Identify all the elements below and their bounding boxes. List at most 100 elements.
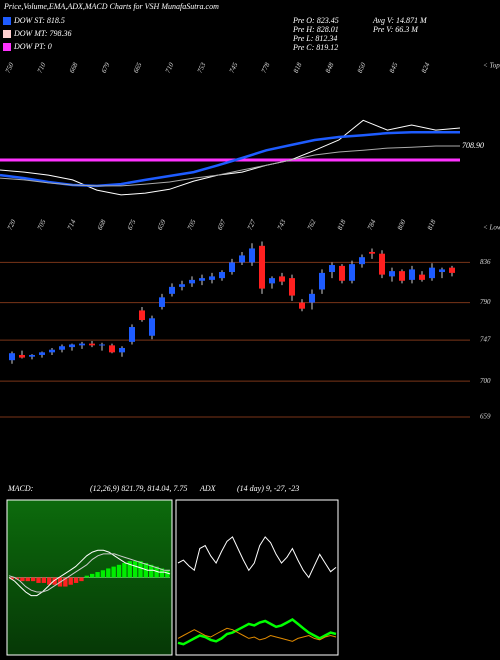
histogram-bar xyxy=(68,577,73,585)
histogram-bar xyxy=(149,564,154,578)
candle-body xyxy=(89,343,95,346)
y-tick-label: 659 xyxy=(480,413,491,421)
legend-label: DOW ST: 818.5 xyxy=(13,16,65,25)
histogram-bar xyxy=(41,577,47,583)
candle-body xyxy=(329,265,335,273)
candle-body xyxy=(429,267,435,279)
top-value: 750 xyxy=(4,61,16,74)
stat: Pre L: 812.34 xyxy=(292,34,337,43)
candle-body xyxy=(439,269,445,273)
candle-body xyxy=(109,345,115,353)
candle-body xyxy=(319,272,325,290)
candle-body xyxy=(139,310,145,321)
stat: Pre V: 66.3 M xyxy=(372,25,419,34)
annotation: 708.90 xyxy=(462,141,484,150)
top-value: 848 xyxy=(324,61,336,74)
legend-label: DOW PT: 0 xyxy=(13,42,52,51)
top-value: 778 xyxy=(260,61,272,74)
series-line xyxy=(177,536,337,579)
stat: Pre C: 819.12 xyxy=(292,43,338,52)
candle-body xyxy=(269,278,275,284)
histogram-bar xyxy=(84,575,89,578)
candle-body xyxy=(359,257,365,265)
candle-body xyxy=(349,264,355,281)
candle-body xyxy=(289,278,295,296)
legend-label: DOW MT: 798.36 xyxy=(13,29,72,38)
panel-subtitle: (14 day) 9, -27, -23 xyxy=(237,484,299,493)
histogram-bar xyxy=(106,568,111,578)
top-value: 745 xyxy=(228,61,240,74)
low-value: 714 xyxy=(66,218,78,231)
low-value: 697 xyxy=(216,218,228,231)
top-value: 818 xyxy=(292,61,304,74)
stat: Pre O: 823.45 xyxy=(292,16,339,25)
histogram-bar xyxy=(79,577,84,582)
candle-body xyxy=(39,352,45,355)
candle-body xyxy=(259,245,265,289)
legend-swatch xyxy=(3,43,11,51)
series-line xyxy=(177,627,337,642)
low-value: 727 xyxy=(246,218,258,231)
top-value: 845 xyxy=(388,61,400,74)
candle-body xyxy=(389,271,395,277)
candle-body xyxy=(239,255,245,263)
series-line xyxy=(0,119,461,196)
low-value: 675 xyxy=(126,218,138,231)
histogram-bar xyxy=(52,577,57,585)
candle-body xyxy=(209,276,215,280)
low-value: 818 xyxy=(336,218,348,231)
candle-body xyxy=(69,344,75,348)
histogram-bar xyxy=(138,561,143,578)
candle-body xyxy=(79,343,85,346)
candle-body xyxy=(399,271,405,281)
candle-body xyxy=(299,302,305,309)
candle-body xyxy=(149,318,155,336)
candle-body xyxy=(19,354,25,358)
histogram-bar xyxy=(36,577,41,583)
low-value: 705 xyxy=(186,218,198,231)
panel-title: MACD: xyxy=(7,484,34,493)
candle-body xyxy=(169,286,175,294)
y-tick-label: 700 xyxy=(480,377,491,385)
top-value: 753 xyxy=(196,61,208,74)
candle-body xyxy=(419,274,425,280)
candle-body xyxy=(409,269,415,280)
histogram-bar xyxy=(47,577,52,585)
top-value: 710 xyxy=(36,61,48,74)
adx-panel xyxy=(175,499,339,656)
top-value: 850 xyxy=(356,61,368,74)
histogram-bar xyxy=(159,568,165,578)
series-line xyxy=(8,553,170,593)
low-value: 784 xyxy=(366,218,378,231)
candle-body xyxy=(219,272,225,279)
candle-body xyxy=(179,284,185,287)
tops-label: < Tops xyxy=(483,62,500,70)
candle-body xyxy=(29,354,35,357)
histogram-bar xyxy=(9,577,14,580)
histogram-bar xyxy=(100,570,106,578)
candle-body xyxy=(189,279,195,284)
top-value: 710 xyxy=(164,61,176,74)
histogram-bar xyxy=(90,573,95,578)
stat: Pre H: 828.01 xyxy=(292,25,339,34)
histogram-bar xyxy=(116,564,122,578)
top-value: 679 xyxy=(100,61,112,74)
candle-body xyxy=(9,353,15,361)
histogram-bar xyxy=(30,577,36,582)
low-value: 668 xyxy=(96,218,108,231)
stat: Avg V: 14.871 M xyxy=(372,16,428,25)
candle-body xyxy=(159,297,165,307)
histogram-bar xyxy=(20,577,25,582)
low-value: 705 xyxy=(36,218,48,231)
low-value: 659 xyxy=(156,218,168,231)
top-value: 665 xyxy=(132,61,144,74)
candle-body xyxy=(59,346,65,350)
candle-body xyxy=(119,347,125,353)
low-value: 800 xyxy=(396,218,408,231)
y-tick-label: 836 xyxy=(480,258,491,266)
histogram-bar xyxy=(122,563,127,578)
histogram-bar xyxy=(25,577,30,582)
panel-subtitle: (12,26,9) 821.79, 814.04, 7.75 xyxy=(90,484,187,493)
low-value: 743 xyxy=(276,218,288,231)
